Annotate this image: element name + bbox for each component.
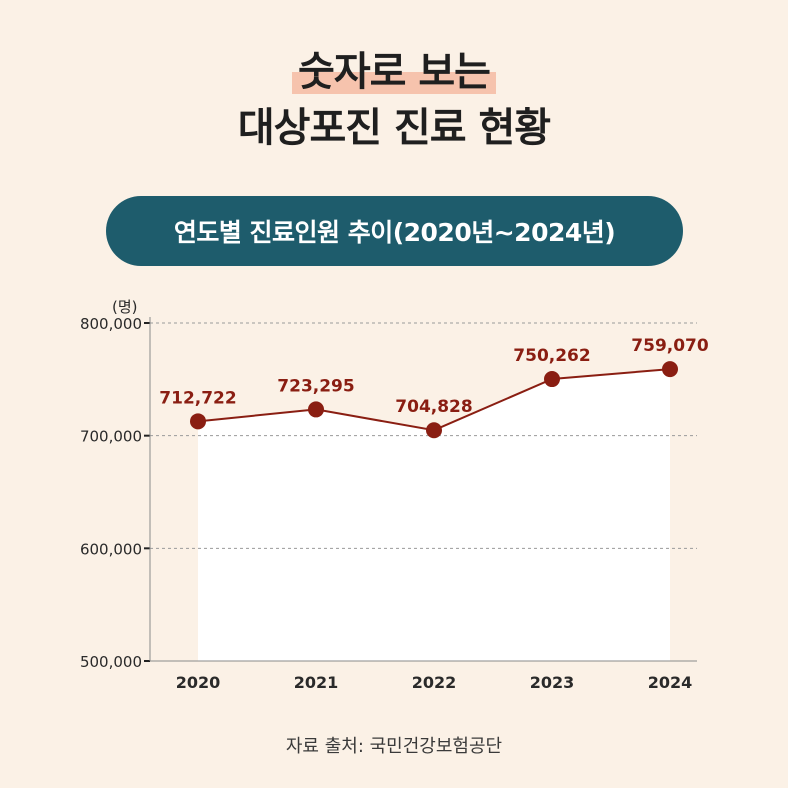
- x-tick-label: 2020: [176, 673, 221, 692]
- source-note: 자료 출처: 국민건강보험공단: [285, 736, 503, 757]
- y-tick-label: 800,000: [80, 315, 142, 333]
- x-tick-label: 2024: [648, 673, 693, 692]
- y-unit-label: (명): [112, 298, 138, 316]
- y-tick-label: 500,000: [80, 653, 142, 671]
- data-point: [662, 361, 678, 378]
- y-tick-label: 600,000: [80, 540, 142, 558]
- y-tick-label: 700,000: [80, 428, 142, 446]
- data-label: 704,828: [395, 397, 472, 417]
- data-point: [426, 422, 442, 439]
- area-fill: [198, 369, 670, 661]
- data-label: 750,262: [513, 346, 590, 366]
- title-line-2: 대상포진 진료 현황: [237, 105, 551, 151]
- data-label: 723,295: [277, 376, 354, 396]
- title-line-1: 숫자로 보는: [0, 44, 788, 100]
- data-label: 712,722: [159, 388, 236, 408]
- data-point: [308, 401, 324, 418]
- x-tick-label: 2023: [530, 673, 575, 692]
- chart-subtitle-pill: 연도별 진료인원 추이(2020년~2024년): [106, 196, 683, 266]
- x-tick-label: 2021: [294, 673, 339, 692]
- data-point: [544, 371, 560, 388]
- data-point: [190, 413, 206, 430]
- x-tick-label: 2022: [412, 673, 457, 692]
- data-label: 759,070: [631, 336, 709, 356]
- title-highlight: 숫자로 보는: [292, 44, 496, 100]
- title-block: 숫자로 보는 대상포진 진료 현황: [0, 44, 788, 156]
